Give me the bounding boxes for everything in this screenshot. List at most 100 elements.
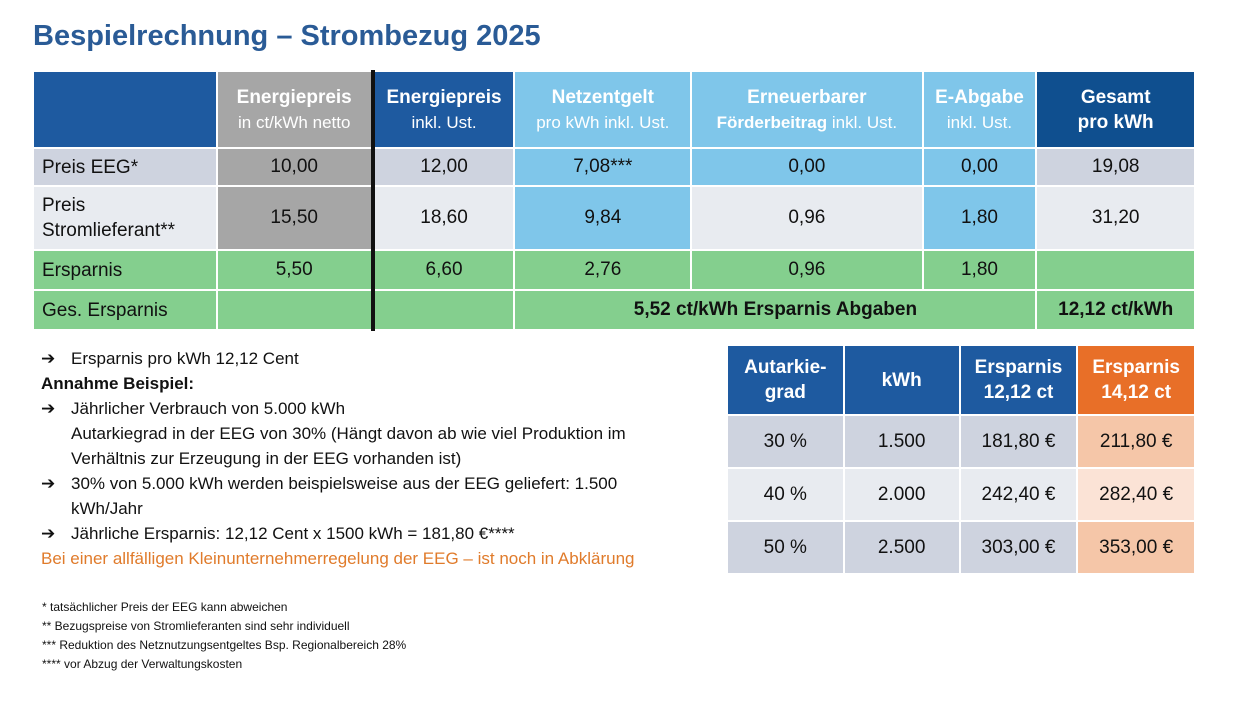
note-line: ➔ Jährlicher Verbrauch von 5.000 kWh <box>41 396 634 421</box>
cell-ersparnis-14: 353,00 € <box>1076 520 1196 575</box>
table-row: 30 % 1.500 181,80 € 211,80 € <box>726 414 1196 469</box>
cell-e-abgabe: 1,80 <box>921 185 1038 251</box>
footnotes: * tatsächlicher Preis der EEG kann abwei… <box>42 598 406 674</box>
header-ersparnis-12: Ersparnis 12,12 ct <box>958 344 1079 416</box>
cell-netzentgelt: 9,84 <box>513 185 693 251</box>
cell-autarkiegrad: 40 % <box>726 467 845 522</box>
note-text: Jährlicher Verbrauch von 5.000 kWh <box>71 399 346 418</box>
cell-energiepreis-netto: 15,50 <box>215 185 374 251</box>
note-line: Autarkiegrad in der EEG von 30% (Hängt d… <box>71 424 626 443</box>
cell-energiepreis-ust: 18,60 <box>370 185 516 251</box>
table-header-row: Energiepreis in ct/kWh netto Energieprei… <box>32 70 1196 149</box>
header-energiepreis-ust: Energiepreis inkl. Ust. <box>370 70 516 149</box>
note-warning: Bei einer allfälligen Kleinunternehmerre… <box>41 549 635 568</box>
note-heading: Annahme Beispiel: <box>41 374 195 393</box>
note-text: 30% von 5.000 kWh werden beispielsweise … <box>71 474 618 493</box>
header-ersparnis-14: Ersparnis 14,12 ct <box>1076 344 1196 416</box>
cell-ersparnis-14: 211,80 € <box>1076 414 1196 469</box>
note-text: Jährliche Ersparnis: 12,12 Cent x 1500 k… <box>71 524 515 543</box>
header-sub: inkl. Ust. <box>831 112 898 132</box>
table-header-row: Autarkie- grad kWh Ersparnis 12,12 ct Er… <box>726 344 1196 416</box>
header-title: Energiepreis <box>236 86 352 108</box>
note-text: Ersparnis pro kWh 12,12 Cent <box>71 349 299 368</box>
header-sub: pro kWh inkl. Ust. <box>536 112 670 132</box>
note-line: kWh/Jahr <box>71 499 143 518</box>
header-title: Netzentgelt <box>551 86 654 108</box>
header-gesamt: Gesamt pro kWh <box>1035 70 1196 149</box>
header-line: Autarkie- <box>744 357 827 378</box>
header-e-abgabe: E-Abgabe inkl. Ust. <box>921 70 1038 149</box>
header-energiepreis-netto: Energiepreis in ct/kWh netto <box>215 70 374 149</box>
header-line: kWh <box>881 369 922 391</box>
cell-gesamt: 31,20 <box>1035 185 1196 251</box>
cell-empty <box>215 289 374 331</box>
header-line: grad <box>764 382 806 403</box>
header-title: Erneuerbarer <box>747 86 867 108</box>
note-line: ➔ 30% von 5.000 kWh werden beispielsweise… <box>41 471 634 496</box>
cell-foerderbeitrag: 0,00 <box>690 147 924 187</box>
header-sub: inkl. Ust. <box>411 112 477 132</box>
price-comparison-table: Energiepreis in ct/kWh netto Energieprei… <box>32 70 1196 331</box>
header-autarkiegrad: Autarkie- grad <box>726 344 845 416</box>
cell-kwh: 2.000 <box>842 467 961 522</box>
header-empty <box>32 70 218 149</box>
cell-autarkiegrad: 50 % <box>726 520 845 575</box>
autarkie-table: Autarkie- grad kWh Ersparnis 12,12 ct Er… <box>726 344 1196 575</box>
cell-foerderbeitrag: 0,96 <box>690 249 924 291</box>
footnote: * tatsächlicher Preis der EEG kann abwei… <box>42 600 288 614</box>
note-line: ➔ Ersparnis pro kWh 12,12 Cent <box>41 346 634 371</box>
cell-kwh: 1.500 <box>842 414 961 469</box>
header-line: Ersparnis <box>1092 357 1180 378</box>
header-sub: in ct/kWh netto <box>237 112 351 132</box>
cell-e-abgabe: 0,00 <box>921 147 1038 187</box>
arrow-right-icon: ➔ <box>41 474 56 493</box>
header-title: Gesamt <box>1080 86 1151 108</box>
cell-ersparnis-12: 303,00 € <box>958 520 1079 575</box>
cell-netzentgelt: 2,76 <box>513 249 693 291</box>
cell-empty <box>370 289 516 331</box>
cell-energiepreis-netto: 10,00 <box>215 147 374 187</box>
header-sub: inkl. Ust. <box>946 112 1013 132</box>
cell-energiepreis-ust: 12,00 <box>370 147 516 187</box>
header-line: 12,12 ct <box>983 382 1054 403</box>
header-sub: pro kWh <box>1077 111 1154 133</box>
header-sub-bold: Förderbeitrag <box>716 112 828 132</box>
cell-netzentgelt: 7,08*** <box>513 147 693 187</box>
table-row-gesamt-ersparnis: Ges. Ersparnis 5,52 ct/kWh Ersparnis Abg… <box>32 289 1196 331</box>
row-label: Preis Stromlieferant** <box>32 185 218 251</box>
page-title: Bespielrechnung – Strombezug 2025 <box>33 20 541 52</box>
cell-gesamt-ersparnis: 12,12 ct/kWh <box>1035 289 1196 331</box>
arrow-right-icon: ➔ <box>41 399 56 418</box>
footnote: ** Bezugspreise von Stromlieferanten sin… <box>42 619 350 633</box>
notes-block: ➔ Ersparnis pro kWh 12,12 Cent Annahme Be… <box>41 346 634 571</box>
cell-ersparnis-12: 242,40 € <box>958 467 1079 522</box>
header-kwh: kWh <box>842 344 961 416</box>
header-line: 14,12 ct <box>1101 382 1172 403</box>
table-row: 50 % 2.500 303,00 € 353,00 € <box>726 520 1196 575</box>
header-netzentgelt: Netzentgelt pro kWh inkl. Ust. <box>513 70 693 149</box>
arrow-right-icon: ➔ <box>41 524 56 543</box>
table-row-ersparnis: Ersparnis 5,50 6,60 2,76 0,96 1,80 <box>32 249 1196 291</box>
arrow-right-icon: ➔ <box>41 349 56 368</box>
row-label: Ersparnis <box>32 249 218 291</box>
cell-energiepreis-ust: 6,60 <box>370 249 516 291</box>
cell-energiepreis-netto: 5,50 <box>215 249 374 291</box>
table-row: 40 % 2.000 242,40 € 282,40 € <box>726 467 1196 522</box>
row-label: Ges. Ersparnis <box>32 289 218 331</box>
cell-e-abgabe: 1,80 <box>921 249 1038 291</box>
row-label: Preis EEG* <box>32 147 218 187</box>
header-title: E-Abgabe <box>935 86 1024 108</box>
footnote: **** vor Abzug der Verwaltungskosten <box>42 657 243 671</box>
cell-ersparnis-abgaben: 5,52 ct/kWh Ersparnis Abgaben <box>513 289 1038 331</box>
table-row-preis-stromlieferant: Preis Stromlieferant** 15,50 18,60 9,84 … <box>32 185 1196 251</box>
cell-ersparnis-14: 282,40 € <box>1076 467 1196 522</box>
cell-gesamt <box>1035 249 1196 291</box>
cell-kwh: 2.500 <box>842 520 961 575</box>
note-line: Verhältnis zur Erzeugung in der EEG vorh… <box>71 449 462 468</box>
footnote: *** Reduktion des Netznutzungsentgeltes … <box>42 638 407 652</box>
header-foerderbeitrag: Erneuerbarer Förderbeitrag inkl. Ust. <box>690 70 924 149</box>
cell-autarkiegrad: 30 % <box>726 414 845 469</box>
header-line: Ersparnis <box>974 357 1063 378</box>
cell-foerderbeitrag: 0,96 <box>690 185 924 251</box>
table-row-preis-eeg: Preis EEG* 10,00 12,00 7,08*** 0,00 0,00… <box>32 147 1196 187</box>
